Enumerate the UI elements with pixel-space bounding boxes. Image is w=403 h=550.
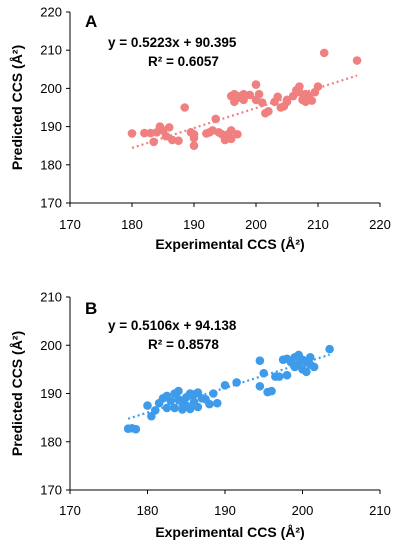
data-point bbox=[180, 103, 189, 112]
data-point bbox=[313, 82, 323, 91]
data-point bbox=[267, 386, 276, 396]
data-point bbox=[220, 380, 230, 390]
data-point bbox=[170, 403, 179, 413]
data-point bbox=[245, 90, 255, 100]
data-point bbox=[305, 353, 315, 362]
x-tick-label: 210 bbox=[307, 217, 329, 232]
data-point bbox=[193, 402, 203, 412]
x-tick-label: 180 bbox=[121, 217, 143, 232]
data-point bbox=[174, 386, 183, 396]
data-point bbox=[140, 128, 149, 138]
data-point bbox=[212, 398, 222, 408]
data-point bbox=[319, 48, 329, 58]
data-point bbox=[302, 367, 311, 377]
data-point bbox=[259, 368, 269, 378]
trendline bbox=[127, 353, 330, 420]
data-point bbox=[162, 403, 172, 413]
data-point bbox=[282, 370, 292, 380]
x-tick-label: 200 bbox=[292, 503, 314, 518]
panel-label: B bbox=[85, 299, 97, 318]
x-tick-label: 190 bbox=[183, 217, 205, 232]
y-tick-label: 200 bbox=[40, 81, 62, 96]
scatter-panel-a: 170 180 190 200 210 220 170 180 190 200 210 220 Expe… bbox=[9, 5, 391, 253]
data-point bbox=[131, 424, 141, 434]
x-tick-label: 180 bbox=[137, 503, 159, 518]
regression-equation: y = 0.5106x + 94.138 bbox=[108, 318, 237, 333]
y-axis-label: Predicted CCS (Å²) bbox=[9, 331, 25, 456]
data-point bbox=[127, 129, 137, 138]
data-point bbox=[233, 129, 242, 139]
x-tick-label: 190 bbox=[214, 503, 236, 518]
data-point bbox=[189, 141, 199, 150]
panel-label: A bbox=[85, 12, 97, 31]
data-point bbox=[273, 92, 283, 102]
data-point bbox=[189, 133, 199, 143]
data-point bbox=[174, 136, 183, 146]
y-tick-label: 200 bbox=[40, 338, 62, 353]
data-point bbox=[150, 406, 160, 415]
r-squared-label: R² = 0.8578 bbox=[148, 337, 219, 352]
y-tick-label: 220 bbox=[40, 5, 62, 20]
data-point bbox=[307, 96, 317, 105]
scatter-panel-b: 170 180 190 200 210 170 180 190 200 210 Experiment… bbox=[9, 290, 391, 541]
data-point bbox=[226, 126, 236, 135]
data-point bbox=[352, 56, 362, 65]
y-tick-label: 210 bbox=[40, 43, 62, 58]
data-point bbox=[254, 89, 264, 99]
y-tick-label: 180 bbox=[40, 157, 62, 172]
data-point bbox=[255, 381, 265, 391]
data-point bbox=[274, 372, 284, 381]
y-tick-label: 190 bbox=[40, 119, 62, 134]
data-point bbox=[325, 344, 334, 354]
x-tick-label: 210 bbox=[369, 503, 391, 518]
data-point bbox=[251, 80, 261, 89]
y-axis-label: Predicted CCS (Å²) bbox=[9, 45, 25, 170]
data-point bbox=[185, 404, 195, 414]
data-point bbox=[166, 396, 176, 406]
data-point bbox=[226, 134, 236, 144]
data-point bbox=[255, 356, 265, 365]
r-squared-label: R² = 0.6057 bbox=[148, 54, 219, 69]
y-tick-label: 210 bbox=[40, 290, 62, 305]
data-point bbox=[309, 362, 319, 372]
y-tick-label: 190 bbox=[40, 386, 62, 401]
x-axis-label: Experimental CCS (Å²) bbox=[155, 524, 304, 540]
y-tick-label: 170 bbox=[40, 483, 62, 498]
x-tick-label: 170 bbox=[59, 217, 81, 232]
x-tick-label: 220 bbox=[369, 217, 391, 232]
y-tick-label: 180 bbox=[40, 434, 62, 449]
data-point bbox=[257, 98, 267, 107]
data-point bbox=[205, 399, 214, 409]
x-tick-label: 200 bbox=[245, 217, 267, 232]
trendline bbox=[131, 74, 358, 150]
x-axis-label: Experimental CCS (Å²) bbox=[155, 236, 304, 252]
regression-equation: y = 0.5223x + 90.395 bbox=[108, 35, 237, 50]
data-point bbox=[143, 401, 152, 410]
data-point bbox=[264, 107, 273, 116]
x-tick-label: 170 bbox=[59, 503, 81, 518]
y-tick-label: 170 bbox=[40, 196, 62, 211]
data-point bbox=[164, 123, 174, 132]
